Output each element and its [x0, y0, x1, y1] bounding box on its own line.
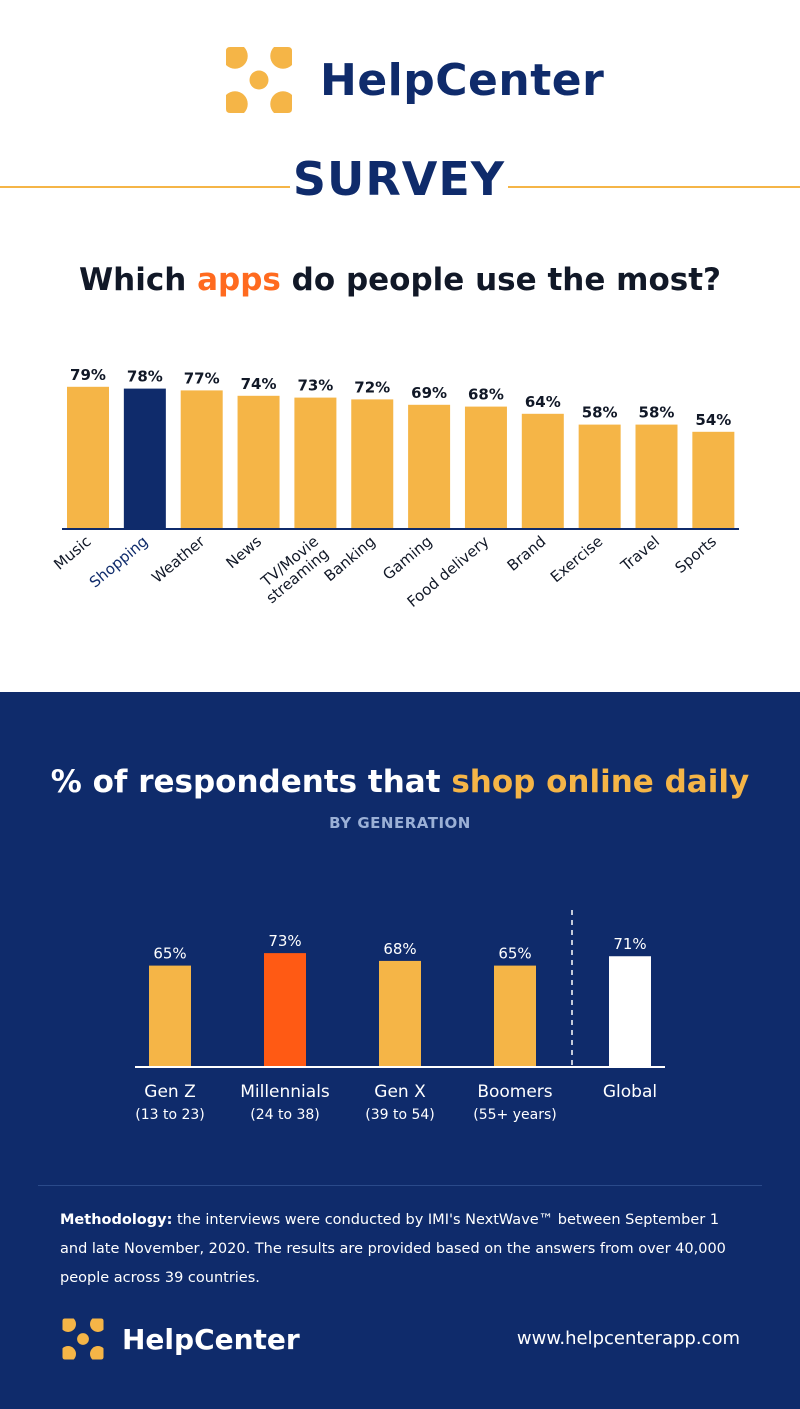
top-section: [0, 0, 800, 692]
bar-2: [180, 390, 223, 529]
chart2-title-pre: % of respondents that: [50, 764, 452, 800]
gen-bar-4: [609, 956, 651, 1067]
bar-7: [464, 406, 507, 529]
bar-value-label-6: 69%: [411, 384, 447, 402]
category-label-6: Gaming: [379, 532, 435, 583]
bar-4: [294, 397, 337, 529]
survey-heading: SURVEY: [0, 152, 800, 216]
bar-value-label-9: 58%: [582, 404, 618, 422]
shop-online-bar-chart: 65% Gen Z (13 to 23) 73% Millennials (24 to 3…: [135, 910, 665, 1123]
gen-value-label-2: 68%: [383, 940, 416, 958]
chart1-title-highlight: apps: [197, 262, 281, 298]
bar-value-label-2: 77%: [184, 369, 220, 387]
category-label-4: TV/Moviestreaming: [252, 532, 332, 607]
bar-5: [351, 399, 394, 529]
gen-value-label-0: 65%: [153, 945, 186, 963]
gen-category-label-3: Boomers: [477, 1082, 552, 1102]
bar-value-label-1: 78%: [127, 368, 163, 386]
gen-bar-0: [149, 965, 191, 1067]
helpcenter-logo-icon: [62, 1318, 104, 1360]
bar-0: [67, 386, 109, 529]
bar-9: [578, 424, 621, 529]
survey-title: SURVEY: [292, 152, 506, 206]
gen-category-label-2: Gen X: [374, 1082, 426, 1102]
bar-6: [408, 404, 451, 529]
footer-divider: [38, 1185, 762, 1186]
divider-right: [508, 186, 800, 188]
gen-category-label-4: Global: [603, 1082, 657, 1102]
chart2-subtitle: BY GENERATION: [329, 814, 471, 832]
bar-3: [237, 395, 280, 529]
chart1-title-pre: Which: [78, 262, 198, 298]
gen-category-label-1: Millennials: [240, 1082, 330, 1102]
bar-11: [692, 431, 735, 529]
brand-header: HelpCenter: [222, 45, 604, 115]
category-label-2: Weather: [148, 532, 209, 587]
bar-value-label-0: 79%: [70, 366, 106, 384]
gen-category-label-0: Gen Z: [144, 1082, 195, 1102]
gen-value-label-3: 65%: [498, 945, 531, 963]
chart2-title-highlight: shop online daily: [451, 764, 750, 800]
bar-value-label-8: 64%: [525, 393, 561, 411]
chart1-title: Which apps do people use the most?: [0, 262, 800, 298]
gen-age-range-1: (24 to 38): [250, 1107, 320, 1123]
category-label-1: Shopping: [86, 532, 152, 591]
bar-value-label-10: 58%: [639, 404, 675, 422]
apps-usage-bar-chart: 79% Music 78% Shopping 77% Weather 74% News 73% T…: [50, 366, 739, 611]
brand-footer: HelpCenter: [60, 1316, 300, 1362]
bar-8: [521, 413, 564, 529]
divider-left: [0, 186, 290, 188]
category-label-10: Travel: [617, 532, 663, 575]
footer-brand-name: HelpCenter: [122, 1322, 300, 1356]
gen-value-label-1: 73%: [268, 932, 301, 950]
chart1-title-post: do people use the most?: [280, 262, 722, 298]
bar-value-label-3: 74%: [241, 375, 277, 393]
chart2-title: % of respondents that shop online daily: [0, 764, 800, 800]
bar-value-label-4: 73%: [297, 377, 333, 395]
bar-10: [635, 424, 678, 529]
methodology-body: the interviews were conducted by IMI's N…: [60, 1212, 726, 1286]
category-label-3: News: [222, 532, 265, 572]
helpcenter-logo-icon: [226, 47, 292, 113]
bar-value-label-7: 68%: [468, 386, 504, 404]
category-label-8: Brand: [504, 532, 550, 575]
gen-age-range-0: (13 to 23): [135, 1107, 205, 1123]
category-label-9: Exercise: [547, 532, 606, 586]
methodology-label: Methodology:: [60, 1212, 173, 1228]
methodology-text: Methodology: the interviews were conduct…: [60, 1206, 750, 1293]
gen-bar-1: [264, 953, 306, 1067]
gen-bar-2: [379, 960, 421, 1067]
bar-value-label-11: 54%: [695, 411, 731, 429]
category-label-11: Sports: [672, 532, 721, 577]
gen-age-range-2: (39 to 54): [365, 1107, 435, 1123]
bar-value-label-5: 72%: [354, 378, 390, 396]
brand-name: HelpCenter: [320, 54, 605, 106]
website-link[interactable]: www.helpcenterapp.com: [516, 1328, 740, 1349]
gen-bar-3: [494, 965, 536, 1067]
bar-1: [123, 388, 166, 529]
category-label-0: Music: [50, 532, 94, 573]
gen-age-range-3: (55+ years): [473, 1107, 556, 1123]
gen-value-label-4: 71%: [613, 935, 646, 953]
